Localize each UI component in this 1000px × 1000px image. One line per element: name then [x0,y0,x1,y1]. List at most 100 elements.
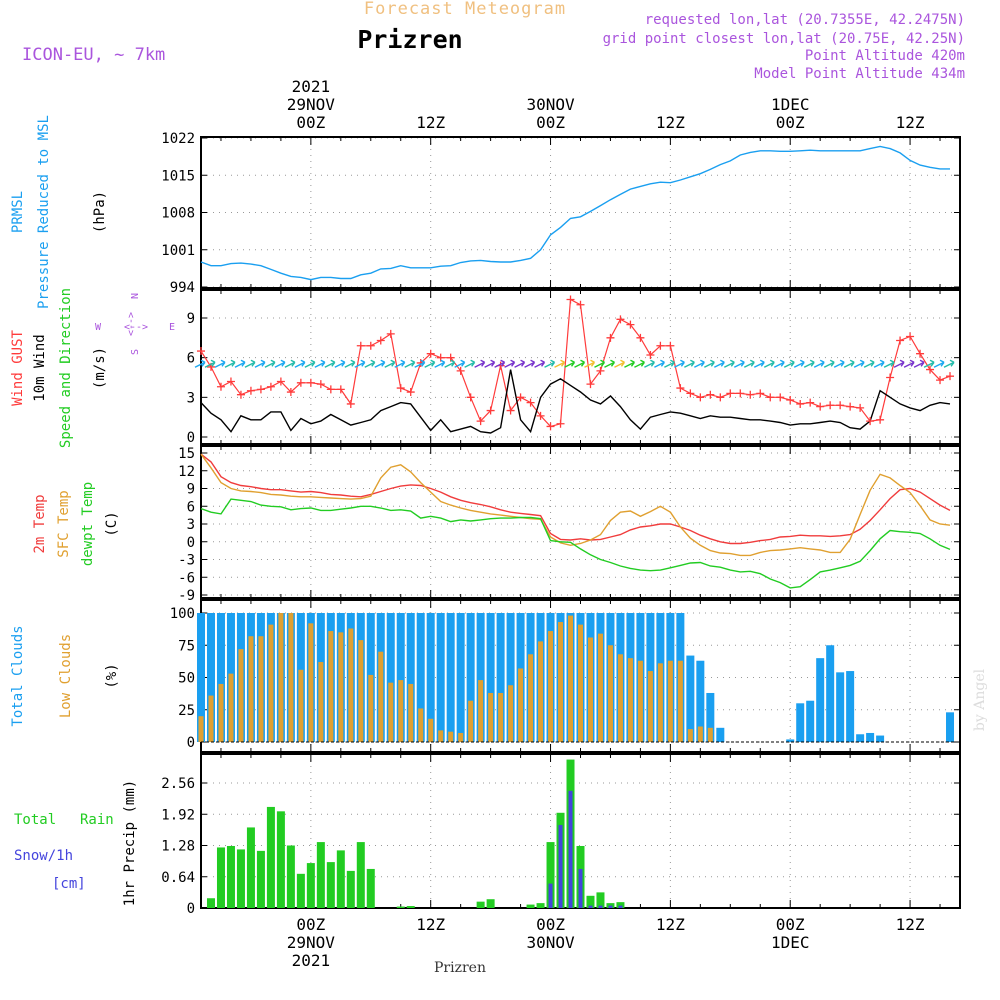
total-label: Total [14,812,56,828]
gust-marker [886,373,895,382]
gust-marker [896,336,905,345]
low-cloud-bar [198,716,204,742]
wind-direction-arrow [314,359,326,368]
precip-labels: Total Rain Snow/1h [cm] 1hr Precip (mm) [14,780,138,906]
ytick-label: 25 [178,703,195,719]
gust-marker [686,389,695,398]
ytick-label: 1001 [161,243,195,259]
rain-bar [476,901,485,908]
temp-unit: (C) [104,511,120,536]
total-clouds-label: Total Clouds [10,625,26,726]
total-cloud-bar [496,613,505,742]
dewpt-label: dewpt Temp [80,482,96,566]
low-cloud-bar [687,729,693,742]
temp-labels: 2m Temp SFC Temp dewpt Temp (C) [32,482,120,566]
rain-bar [236,849,245,908]
gust-marker [676,384,685,393]
gust-marker [346,399,355,408]
rain-bar [536,903,545,908]
ytick-label: 0.64 [161,870,195,886]
gust-marker [556,419,565,428]
gust-marker [586,380,595,389]
compass-n: N [130,293,141,299]
wind-direction-arrow [224,359,236,368]
rain-bar [206,898,215,908]
ytick-label: 50 [178,671,195,687]
wind-direction-arrow [404,359,416,368]
total-cloud-bar [946,712,955,742]
compass-s: S [130,349,141,355]
low-cloud-bar [707,727,713,742]
total-cloud-bar [396,613,405,742]
panels-layer: 99410011008101510220369-9-6-303691215025… [161,77,961,970]
wind-unit: (m/s) [92,347,108,389]
gust-marker [266,382,275,391]
low-cloud-bar [677,660,683,742]
wind-direction-arrow [664,359,675,368]
wind-direction-arrow [464,359,476,368]
gust-label: Wind GUST [10,330,26,406]
bottom-time-label: 00Z [776,915,805,934]
snow-bar [548,883,553,908]
low-cloud-bar [508,685,514,742]
wind-direction-arrow [743,359,755,368]
wind-direction-arrow [714,359,725,368]
compass-e: E [169,322,175,333]
ytick-label: 3 [187,517,195,533]
ytick-label: 1.92 [161,807,195,823]
low-cloud-bar [647,671,653,742]
gust-marker [356,341,365,350]
wind-direction-arrow [484,359,496,368]
compass-arrows-h: <--> [124,322,148,333]
pressure-label-prmsl: PRMSL [10,191,26,233]
top-time-label: 12Z [416,113,445,132]
gust-marker [336,385,345,394]
wind-direction-arrow [544,359,556,368]
gust-marker [836,401,845,410]
ytick-label: 3 [187,390,195,406]
rain-bar [266,806,275,908]
gust-marker [776,393,785,402]
wind-direction-label: Speed and Direction [58,288,74,448]
wind-direction-arrow [414,359,426,368]
dewpt-line [200,498,951,589]
gust-marker [426,349,435,358]
snow-bar [568,790,573,908]
ytick-label: 12 [178,464,195,480]
gust-marker [466,393,475,402]
wind-direction-arrow [454,359,466,368]
low-cloud-bar [617,654,623,742]
model-label: ICON-EU, ~ 7km [22,45,165,65]
pressure-unit: (hPa) [92,191,108,233]
snow-unit-label: [cm] [52,876,86,892]
gust-marker [726,389,735,398]
gust-marker [326,385,335,394]
low-cloud-bar [348,628,354,742]
total-cloud-bar [846,671,855,742]
wind-direction-arrow [344,359,356,368]
wind-direction-arrow [334,359,346,368]
gust-marker [246,386,255,395]
gust-marker [616,315,625,324]
low-cloud-bar [667,660,673,742]
ytick-label: 0 [187,535,195,551]
total-cloud-bar [836,672,845,742]
gust-marker [226,377,235,386]
wind-direction-arrow [833,359,845,368]
wind-direction-arrow [584,359,596,368]
wind-direction-arrow [234,359,246,368]
gust-marker [796,399,805,408]
rain-bar [486,899,495,908]
requested-coords: requested lon,lat (20.7355E, 42.2475N) [645,12,965,28]
rain-bar [366,868,375,908]
gust-marker [766,393,775,402]
low-cloud-bar [478,680,484,742]
total-cloud-bar [786,739,795,742]
low-cloud-bar [627,658,633,742]
rain-label: Rain [80,812,114,828]
wind-direction-arrow [843,359,855,368]
rain-bar [396,906,405,908]
total-cloud-bar [796,703,805,742]
ytick-label: 6 [187,351,195,367]
gust-marker [636,333,645,342]
